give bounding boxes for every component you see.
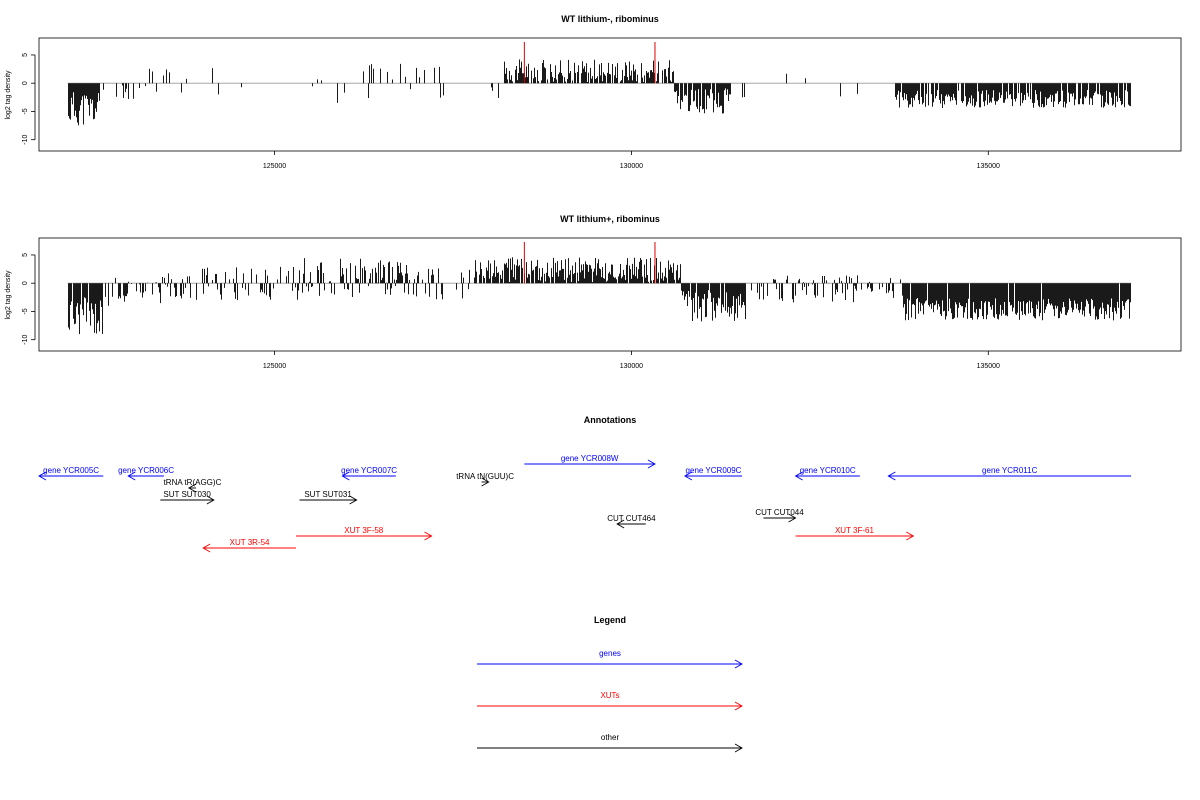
annotation-label: XUT 3R-54 bbox=[230, 538, 270, 547]
legend-item: other bbox=[477, 733, 743, 753]
annotation-feature: tRNA tN(GUU)C bbox=[456, 472, 514, 487]
y-tick-label: -5 bbox=[22, 308, 29, 314]
legend-item: genes bbox=[477, 649, 743, 669]
legend-label: other bbox=[601, 733, 620, 742]
annotation-feature: SUT SUT031 bbox=[299, 490, 358, 505]
x-tick-label: 130000 bbox=[620, 163, 643, 170]
y-tick-label: 0 bbox=[22, 281, 29, 285]
annotations-track: Annotations gene YCR005C gene YCR006C gene… bbox=[38, 415, 1132, 553]
annotation-label: XUT 3F-61 bbox=[835, 526, 875, 535]
annotation-feature: XUT 3R-54 bbox=[202, 538, 296, 553]
annotations-title: Annotations bbox=[584, 415, 637, 425]
y-tick-label: -10 bbox=[22, 335, 29, 345]
y-tick-label: -10 bbox=[22, 135, 29, 145]
annotation-label: CUT CUT464 bbox=[607, 514, 656, 523]
coverage-bars bbox=[68, 257, 1131, 335]
y-tick-label: 5 bbox=[22, 253, 29, 257]
x-tick-label: 135000 bbox=[977, 163, 1000, 170]
annotation-feature: gene YCR006C bbox=[118, 466, 174, 481]
coverage-panel-lithium-minus: WT lithium-, ribominus log2 tag density … bbox=[5, 14, 1182, 170]
annotation-feature: tRNA tR(AGG)C bbox=[164, 478, 222, 493]
annotation-feature: gene YCR008W bbox=[524, 454, 656, 469]
annotation-feature: gene YCR011C bbox=[887, 466, 1132, 481]
x-tick-label: 130000 bbox=[620, 363, 643, 370]
annotation-label: gene YCR011C bbox=[982, 466, 1038, 475]
y-axis-label: log2 tag density bbox=[5, 70, 12, 120]
annotation-feature: gene YCR009C bbox=[684, 466, 743, 481]
annotation-feature: gene YCR010C bbox=[794, 466, 860, 481]
coverage-bars bbox=[68, 59, 1131, 126]
legend: Legend genes XUTs other bbox=[477, 615, 743, 753]
annotation-label: gene YCR007C bbox=[341, 466, 397, 475]
x-tick-label: 135000 bbox=[977, 363, 1000, 370]
annotation-label: tRNA tN(GUU)C bbox=[456, 472, 514, 481]
y-tick-label: 0 bbox=[22, 81, 29, 85]
legend-item: XUTs bbox=[477, 691, 743, 711]
legend-label: XUTs bbox=[600, 691, 619, 700]
legend-title: Legend bbox=[594, 615, 626, 625]
annotation-feature: gene YCR007C bbox=[341, 466, 397, 481]
panel-title: WT lithium-, ribominus bbox=[561, 14, 659, 24]
y-tick-label: -5 bbox=[22, 108, 29, 114]
annotation-feature: XUT 3F-58 bbox=[295, 526, 433, 541]
x-tick-label: 125000 bbox=[263, 163, 286, 170]
annotation-label: gene YCR009C bbox=[686, 466, 742, 475]
annotation-feature: gene YCR005C bbox=[38, 466, 104, 481]
y-tick-label: 5 bbox=[22, 53, 29, 57]
annotation-label: gene YCR010C bbox=[800, 466, 856, 475]
x-tick-label: 125000 bbox=[263, 363, 286, 370]
y-axis-label: log2 tag density bbox=[5, 270, 12, 320]
annotation-label: gene YCR008W bbox=[561, 454, 619, 463]
annotation-label: gene YCR006C bbox=[118, 466, 174, 475]
annotation-label: SUT SUT030 bbox=[163, 490, 211, 499]
annotation-label: gene YCR005C bbox=[43, 466, 99, 475]
panel-title: WT lithium+, ribominus bbox=[560, 214, 660, 224]
annotation-feature: CUT CUT044 bbox=[755, 508, 804, 523]
annotation-label: tRNA tR(AGG)C bbox=[164, 478, 222, 487]
annotation-feature: XUT 3F-61 bbox=[795, 526, 915, 541]
plot-frame bbox=[38, 237, 1182, 352]
annotation-feature: CUT CUT464 bbox=[607, 514, 656, 529]
coverage-panel-lithium-plus: WT lithium+, ribominus log2 tag density … bbox=[5, 214, 1182, 370]
x-axis: 125000 130000 135000 bbox=[263, 351, 1000, 370]
annotation-label: SUT SUT031 bbox=[304, 490, 352, 499]
y-axis: 5 0 -5 -10 bbox=[22, 253, 36, 345]
legend-label: genes bbox=[599, 649, 621, 658]
annotation-label: CUT CUT044 bbox=[755, 508, 804, 517]
x-axis: 125000 130000 135000 bbox=[263, 151, 1000, 170]
y-axis: 5 0 -5 -10 bbox=[22, 53, 36, 145]
plot-frame bbox=[38, 37, 1182, 152]
annotation-feature: SUT SUT030 bbox=[160, 490, 215, 505]
annotation-label: XUT 3F-58 bbox=[344, 526, 384, 535]
